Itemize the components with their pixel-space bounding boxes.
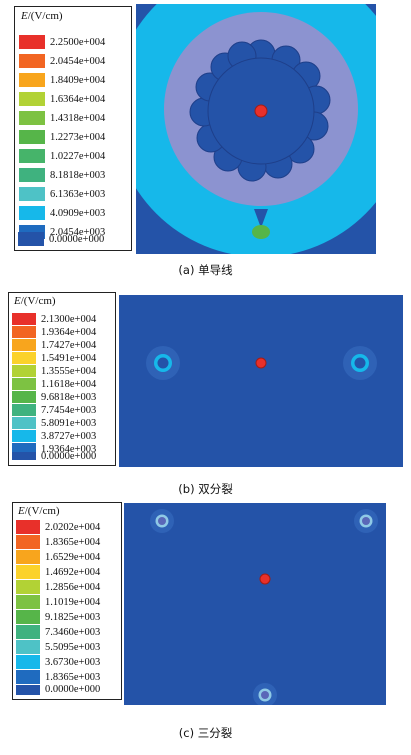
legend-swatch bbox=[12, 391, 36, 403]
legend-value: 1.1618e+004 bbox=[41, 378, 97, 390]
legend-swatch bbox=[19, 187, 45, 201]
legend-swatch bbox=[19, 54, 45, 68]
legend-title-a: E/(V/cm) bbox=[21, 10, 63, 22]
legend-value: 1.8365e+004 bbox=[45, 536, 101, 548]
legend-swatch bbox=[16, 640, 40, 654]
legend-swatch bbox=[12, 451, 36, 460]
legend-value: 0.0000e+000 bbox=[49, 233, 105, 245]
legend-value: 1.2856e+004 bbox=[45, 581, 101, 593]
legend-value: 4.0909e+003 bbox=[50, 207, 106, 219]
legend-value: 1.8409e+004 bbox=[50, 74, 106, 86]
legend-swatch bbox=[12, 417, 36, 429]
legend-swatch bbox=[16, 655, 40, 669]
legend-value: 2.1300e+004 bbox=[41, 313, 97, 325]
legend-swatch bbox=[16, 565, 40, 579]
field-plot-c bbox=[124, 503, 386, 705]
legend-swatch bbox=[16, 610, 40, 624]
legend-swatch bbox=[12, 365, 36, 377]
legend-value: 0.0000e+000 bbox=[45, 684, 101, 695]
legend-value: 7.3460e+003 bbox=[45, 626, 101, 638]
legend-value: 1.0227e+004 bbox=[50, 150, 106, 162]
legend-swatch bbox=[19, 35, 45, 49]
legend-value: 1.9364e+003 bbox=[41, 443, 97, 455]
legend-swatch bbox=[16, 684, 40, 695]
legend-value: 1.4318e+004 bbox=[50, 112, 106, 124]
legend-swatch bbox=[12, 326, 36, 338]
legend-swatch bbox=[16, 625, 40, 639]
legend-swatch bbox=[16, 595, 40, 609]
legend-swatch bbox=[19, 130, 45, 144]
caption-b: (b) 双分裂 bbox=[178, 482, 233, 496]
legend-value: 2.0454e+003 bbox=[50, 226, 106, 238]
field-map-c bbox=[124, 503, 386, 705]
legend-value: 1.9364e+004 bbox=[41, 326, 97, 338]
legend-swatch bbox=[19, 168, 45, 182]
legend-swatch bbox=[16, 520, 40, 534]
legend-value: 5.8091e+003 bbox=[41, 417, 97, 429]
field-map-b bbox=[119, 295, 403, 467]
legend-value: 1.1019e+004 bbox=[45, 596, 101, 608]
legend-value: 2.2500e+004 bbox=[50, 36, 106, 48]
legend-value: 6.1363e+003 bbox=[50, 188, 106, 200]
legend-value: 7.7454e+003 bbox=[41, 404, 97, 416]
legend-swatch bbox=[19, 111, 45, 125]
legend-swatch bbox=[19, 73, 45, 87]
legend-swatch bbox=[12, 404, 36, 416]
legend-value: 2.0202e+004 bbox=[45, 521, 101, 533]
legend-value: 1.7427e+004 bbox=[41, 339, 97, 351]
legend-value: 2.0454e+004 bbox=[50, 55, 106, 67]
legend-value: 1.6364e+004 bbox=[50, 93, 106, 105]
legend-swatch bbox=[12, 378, 36, 390]
caption-a: (a) 单导线 bbox=[178, 263, 233, 277]
legend-swatch bbox=[19, 149, 45, 163]
legend-swatch bbox=[18, 232, 44, 246]
legend-swatch bbox=[16, 550, 40, 564]
legend-title-b: E/(V/cm) bbox=[14, 295, 56, 307]
legend-value: 3.8727e+003 bbox=[41, 430, 97, 442]
legend-a: E/(V/cm) 2.2500e+004 2.0454e+004 1.8409e… bbox=[14, 6, 132, 251]
legend-value: 1.5491e+004 bbox=[41, 352, 97, 364]
legend-swatch bbox=[16, 535, 40, 549]
legend-value: 8.1818e+003 bbox=[50, 169, 106, 181]
caption-c: (c) 三分裂 bbox=[178, 726, 233, 740]
legend-value: 9.6818e+003 bbox=[41, 391, 97, 403]
legend-swatch bbox=[12, 352, 36, 364]
legend-value: 3.6730e+003 bbox=[45, 656, 101, 668]
legend-value: 5.5095e+003 bbox=[45, 641, 101, 653]
legend-swatch bbox=[16, 670, 40, 684]
legend-value: 1.6529e+004 bbox=[45, 551, 101, 563]
field-map-a bbox=[136, 4, 376, 254]
legend-title-c: E/(V/cm) bbox=[18, 505, 60, 517]
legend-swatch bbox=[19, 92, 45, 106]
legend-swatch bbox=[12, 430, 36, 442]
legend-value: 1.3555e+004 bbox=[41, 365, 97, 377]
legend-swatch bbox=[19, 206, 45, 220]
legend-swatch bbox=[12, 313, 36, 325]
field-plot-a bbox=[136, 4, 376, 254]
legend-value: 1.4692e+004 bbox=[45, 566, 101, 578]
legend-swatch bbox=[16, 580, 40, 594]
legend-value: 0.0000e+000 bbox=[41, 451, 97, 462]
legend-value: 1.8365e+003 bbox=[45, 671, 101, 683]
legend-swatch bbox=[12, 339, 36, 351]
legend-value: 9.1825e+003 bbox=[45, 611, 101, 623]
legend-value: 1.2273e+004 bbox=[50, 131, 106, 143]
field-plot-b bbox=[119, 295, 403, 467]
